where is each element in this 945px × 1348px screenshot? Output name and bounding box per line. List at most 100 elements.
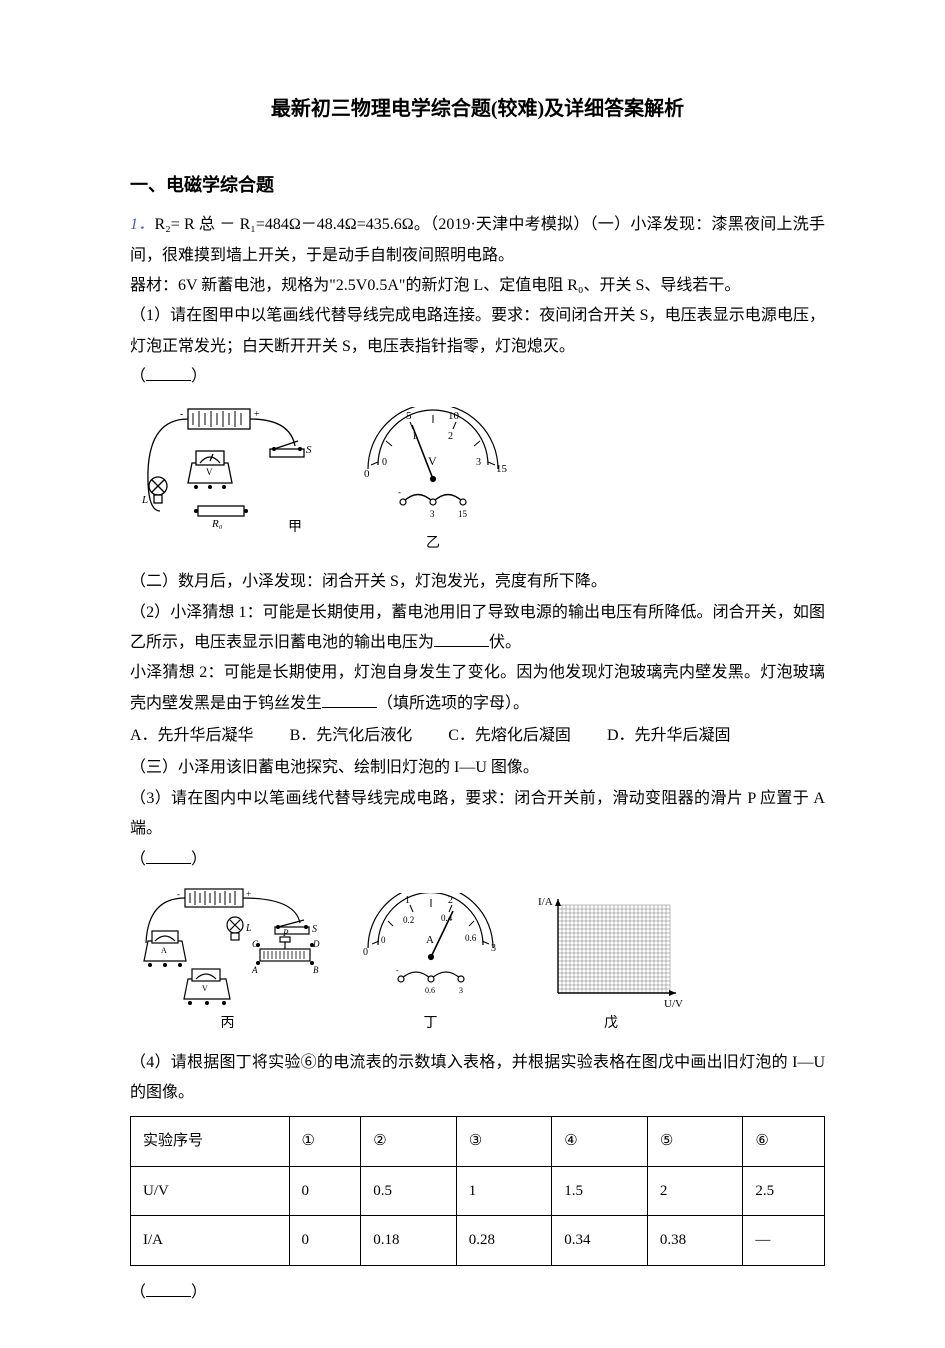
fill-blank-letter [322, 692, 377, 708]
svg-text:V: V [428, 454, 437, 468]
figure-label-wu: 戊 [604, 1011, 618, 1038]
apparatus-text: 器材：6V 新蓄电池，规格为"2.5V0.5A"的新灯泡 L、定值电阻 R₀、开… [130, 271, 825, 301]
svg-text:L: L [141, 494, 148, 506]
svg-text:+: + [254, 409, 260, 420]
p2b-tail: （填所选项的字母）。 [377, 695, 529, 712]
paren-close-3: ） [191, 851, 207, 868]
svg-text:0: 0 [364, 468, 370, 480]
svg-text:0: 0 [382, 457, 387, 468]
cell-i-3: 0.28 [456, 1216, 552, 1266]
svg-text:S: S [306, 444, 312, 456]
svg-text:A: A [426, 934, 434, 946]
th-2: ② [361, 1117, 457, 1167]
figure-jia: - + L V [130, 401, 320, 558]
svg-text:0: 0 [381, 935, 386, 945]
cell-u-3: 1 [456, 1166, 552, 1216]
cell-u-0: U/V [131, 1166, 290, 1216]
data-table: 实验序号 ① ② ③ ④ ⑤ ⑥ U/V 0 0.5 1 1.5 2 2.5 I… [130, 1116, 825, 1266]
subq-2a: （2）小泽猜想 1：可能是长期使用，蓄电池用旧了导致电源的输出电压有所降低。闭合… [130, 598, 825, 659]
cell-u-4: 1.5 [552, 1166, 648, 1216]
svg-text:0: 0 [363, 947, 368, 958]
svg-text:R₀: R₀ [211, 518, 223, 530]
graph-wu-svg: I/A U/V [536, 893, 686, 1013]
figure-row-1: - + L V [130, 401, 825, 558]
svg-text:V: V [202, 984, 208, 993]
circuit-jia-svg: - + L V [130, 401, 320, 531]
svg-text:3: 3 [430, 509, 435, 519]
subq-2b: 小泽猜想 2：可能是长期使用，灯泡自身发生了变化。因为他发现灯泡玻璃壳内壁发黑。… [130, 658, 825, 719]
svg-text:5: 5 [406, 410, 412, 422]
answer-slot-1: （） [130, 362, 825, 392]
svg-text:3: 3 [476, 457, 481, 468]
figure-ding: 0 1 2 3 0 0.2 0.4 0.6 A - 0.6 3 [353, 893, 508, 1038]
answer-slot-3: （） [130, 845, 825, 875]
cell-i-6: — [743, 1216, 825, 1266]
subq-4: （4）请根据图丁将实验⑥的电流表的示数填入表格，并根据实验表格在图戊中画出旧灯泡… [130, 1048, 825, 1109]
part2-intro: （二）数月后，小泽发现：闭合开关 S，灯泡发光，亮度有所下降。 [130, 567, 825, 597]
svg-text:15: 15 [458, 509, 468, 519]
table-row-u: U/V 0 0.5 1 1.5 2 2.5 [131, 1166, 825, 1216]
th-5: ⑤ [647, 1117, 743, 1167]
cell-u-2: 0.5 [361, 1166, 457, 1216]
question-number: 1． [130, 216, 154, 233]
svg-text:0.2: 0.2 [403, 915, 414, 925]
svg-text:0.6: 0.6 [465, 933, 477, 943]
svg-text:S: S [312, 924, 317, 935]
voltmeter-yi-svg: 0 5 10 15 0 1 2 3 V - 3 15 [348, 407, 518, 537]
cell-i-5: 0.38 [647, 1216, 743, 1266]
figure-wu: I/A U/V 戊 [536, 893, 686, 1038]
option-a: A．先升华后凝华 [130, 721, 254, 751]
options-row: A．先升华后凝华 B．先汽化后液化 C．先熔化后凝固 D．先升华后凝固 [130, 721, 825, 751]
option-b: B．先汽化后液化 [290, 721, 413, 751]
svg-text:A: A [161, 946, 167, 955]
figure-label-bing: 丙 [221, 1011, 235, 1038]
ammeter-ding-svg: 0 1 2 3 0 0.2 0.4 0.6 A - 0.6 3 [353, 893, 508, 1013]
cell-i-4: 0.34 [552, 1216, 648, 1266]
table-row-header: 实验序号 ① ② ③ ④ ⑤ ⑥ [131, 1117, 825, 1167]
paren-close: ） [191, 368, 207, 385]
page-title: 最新初三物理电学综合题(较难)及详细答案解析 [130, 90, 825, 128]
svg-text:-: - [398, 487, 401, 497]
svg-text:10: 10 [448, 410, 460, 422]
svg-text:B: B [313, 965, 319, 975]
cell-i-0: I/A [131, 1216, 290, 1266]
figure-label-yi: 乙 [426, 531, 440, 558]
svg-text:V: V [206, 467, 213, 477]
svg-text:0.6: 0.6 [425, 986, 435, 995]
paren-open-4: （ [130, 1284, 146, 1301]
svg-text:15: 15 [496, 463, 508, 475]
subq-1: （1）请在图甲中以笔画线代替导线完成电路连接。要求：夜间闭合开关 S，电压表显示… [130, 301, 825, 362]
paren-open-3: （ [130, 851, 146, 868]
svg-text:P: P [282, 928, 289, 938]
blank-line-4 [146, 1281, 191, 1297]
figure-label-ding: 丁 [424, 1011, 438, 1038]
cell-u-6: 2.5 [743, 1166, 825, 1216]
svg-text:-: - [177, 889, 180, 899]
section-header: 一、电磁学综合题 [130, 168, 825, 202]
th-0: 实验序号 [131, 1117, 290, 1167]
svg-text:L: L [245, 923, 252, 934]
fill-blank-voltage [434, 631, 489, 647]
p2a-unit: 伏。 [489, 634, 521, 651]
option-c: C．先熔化后凝固 [448, 721, 571, 751]
figure-row-2: - + L S A [130, 883, 825, 1038]
blank-line [146, 365, 191, 381]
answer-slot-4: （） [130, 1278, 825, 1308]
cell-i-2: 0.18 [361, 1216, 457, 1266]
figure-label-jia: 甲 [288, 515, 302, 542]
x-axis-label: U/V [664, 998, 683, 1010]
svg-text:1: 1 [405, 895, 410, 906]
y-axis-label: I/A [538, 896, 553, 908]
th-4: ④ [552, 1117, 648, 1167]
cell-i-1: 0 [289, 1216, 361, 1266]
th-6: ⑥ [743, 1117, 825, 1167]
circuit-bing-svg: - + L S A [130, 883, 325, 1013]
cell-u-5: 2 [647, 1166, 743, 1216]
svg-text:-: - [396, 966, 399, 975]
th-1: ① [289, 1117, 361, 1167]
figure-yi: 0 5 10 15 0 1 2 3 V - 3 15 [348, 407, 518, 558]
option-d: D．先升华后凝固 [607, 721, 731, 751]
question-1-stem: 1．R₂= R 总 － R₁=484Ω－48.4Ω=435.6Ω。（2019·天… [130, 210, 825, 271]
part3-intro: （三）小泽用该旧蓄电池探究、绘制旧灯泡的 I—U 图像。 [130, 753, 825, 783]
svg-text:A: A [251, 965, 258, 975]
